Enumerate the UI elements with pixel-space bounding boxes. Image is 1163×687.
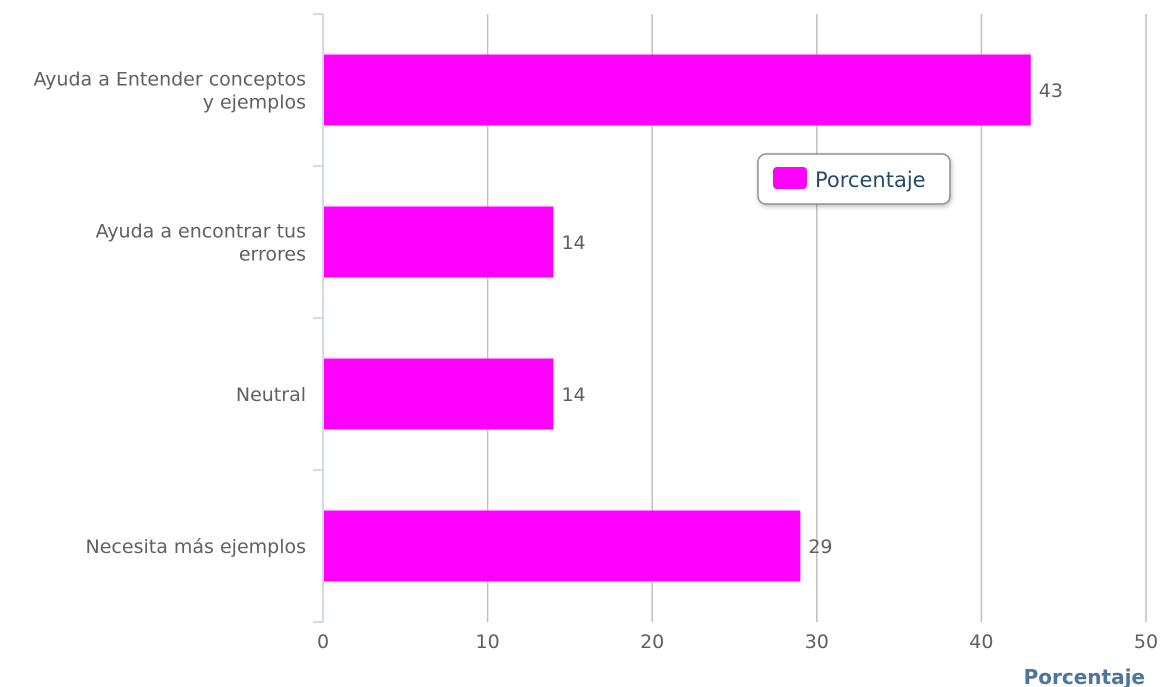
- category-label: Neutral: [236, 384, 306, 406]
- bar[interactable]: [324, 358, 554, 430]
- tick-label: 50: [1134, 631, 1158, 653]
- category-label: Ayuda a encontrar tus: [96, 221, 306, 243]
- tick-label: 0: [317, 631, 329, 653]
- legend[interactable]: Porcentaje: [757, 153, 951, 205]
- legend-item-porcentaje[interactable]: Porcentaje: [815, 168, 926, 192]
- tick-label: 40: [969, 631, 993, 653]
- legend-swatch: [773, 167, 807, 189]
- category-axis: [313, 13, 324, 623]
- tick-label: 10: [476, 631, 500, 653]
- value-tick-labels: 0 10 20 30 40 50: [317, 631, 1158, 653]
- category-label: y ejemplos: [203, 92, 306, 114]
- bar[interactable]: [324, 510, 801, 582]
- bar[interactable]: [324, 54, 1031, 126]
- category-label: Ayuda a Entender conceptos: [33, 69, 306, 91]
- data-label: 14: [561, 384, 585, 406]
- category-label: Necesita más ejemplos: [86, 536, 306, 558]
- data-label: 29: [808, 536, 832, 558]
- tick-label: 30: [805, 631, 829, 653]
- category-label: errores: [239, 244, 306, 266]
- value-axis-title: Porcentaje: [1024, 665, 1145, 687]
- tick-label: 20: [640, 631, 664, 653]
- data-label: 43: [1039, 80, 1063, 102]
- legend-box: [757, 153, 951, 205]
- bar-series: 43 14 14 29: [324, 54, 1063, 582]
- bar[interactable]: [324, 206, 554, 278]
- data-label: 14: [561, 232, 585, 254]
